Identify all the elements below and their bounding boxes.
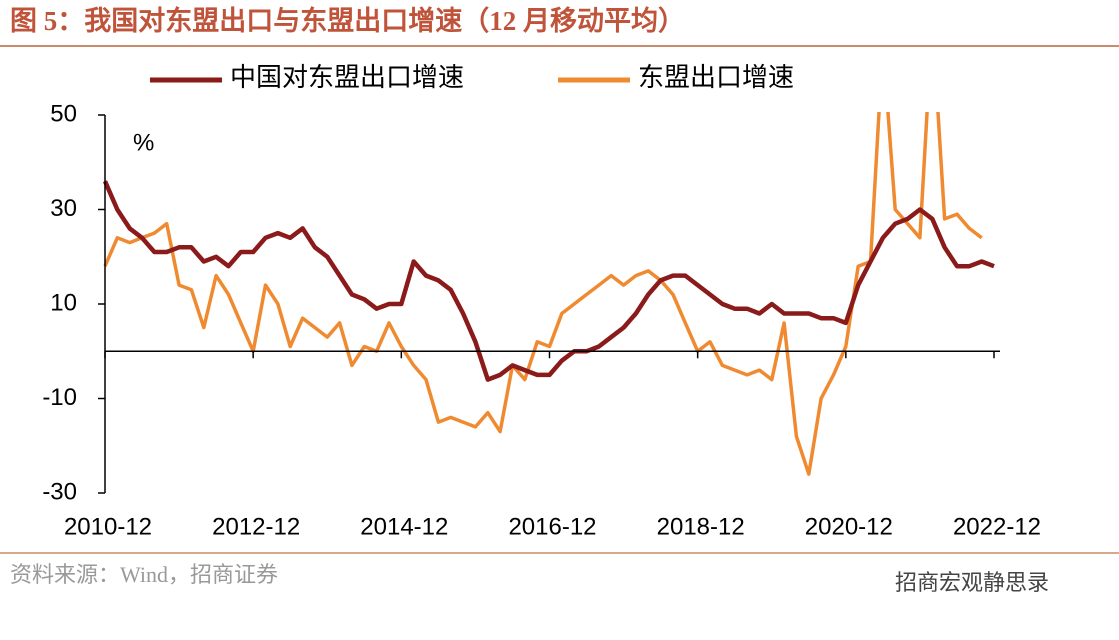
x-tick-label: 2022-12 bbox=[953, 513, 1041, 540]
x-tick-label: 2012-12 bbox=[212, 513, 300, 540]
y-tick-label: 50 bbox=[50, 100, 77, 127]
legend-label: 中国对东盟出口增速 bbox=[230, 63, 464, 92]
x-tick-label: 2014-12 bbox=[360, 513, 448, 540]
y-unit: % bbox=[133, 129, 154, 156]
series-line bbox=[103, 112, 983, 476]
series-line bbox=[102, 180, 995, 382]
legend-label: 东盟出口增速 bbox=[638, 63, 794, 92]
x-tick-label: 2010-12 bbox=[64, 513, 152, 540]
source: 资料来源：Wind，招商证券 bbox=[10, 562, 278, 587]
y-tick-label: -10 bbox=[42, 384, 77, 411]
y-tick-label: -30 bbox=[42, 478, 77, 505]
x-tick-label: 2016-12 bbox=[508, 513, 596, 540]
plot-area bbox=[102, 112, 995, 476]
watermark: 招商宏观静思录 bbox=[895, 571, 1049, 596]
x-tick-label: 2018-12 bbox=[657, 513, 745, 540]
x-tick-label: 2020-12 bbox=[805, 513, 893, 540]
chart-title: 图 5：我国对东盟出口与东盟出口增速（12 月移动平均） bbox=[10, 5, 685, 36]
y-tick-label: 10 bbox=[50, 289, 77, 316]
y-tick-label: 30 bbox=[50, 195, 77, 222]
